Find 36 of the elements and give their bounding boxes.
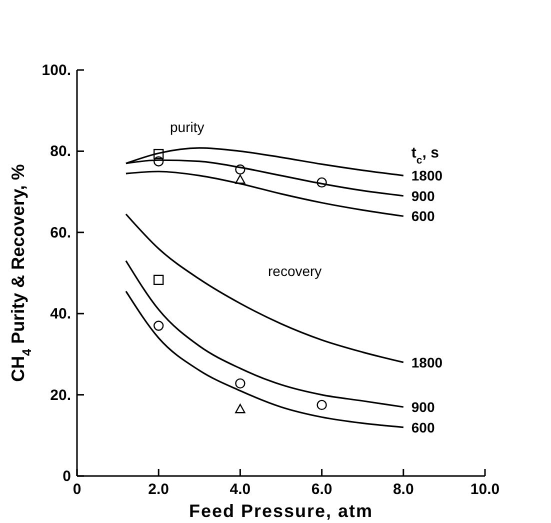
point [235,378,246,389]
y-tick-label: 20. [50,386,71,404]
point [154,320,164,331]
point [235,174,246,184]
y-tick-label: 100. [42,62,71,79]
series-label: 1800 [411,168,443,184]
point [154,156,164,166]
point [316,400,327,410]
y-tick-label: 80. [50,143,71,160]
line-series [125,260,404,408]
series-label: 600 [411,419,435,436]
x-tick-label: 4.0 [230,481,251,498]
x-axis-title: Feed Pressure, atm [188,501,374,521]
point [235,164,246,175]
point [235,404,246,414]
series-label: 900 [411,398,435,415]
point [316,177,327,188]
x-tick-label: 6.0 [311,481,332,498]
series-label: 900 [411,188,435,204]
line-series [125,170,404,217]
line-series [125,213,404,364]
x-tick-label: 8.0 [392,481,414,498]
x-tick-label: 2.0 [148,481,170,498]
x-tick-label: 0 [72,481,82,498]
point [154,148,164,160]
line-series [125,290,404,428]
legend-title: t$_{c}$, s [411,144,439,167]
y-tick-label: 0 [62,468,71,485]
y-tick-label: 60. [50,224,71,242]
point [154,274,164,285]
x-tick-label: 10.0 [470,481,500,498]
series-label: 600 [411,208,435,224]
annotation: recovery [268,263,322,279]
y-tick-label: 40. [50,306,71,323]
series-label: 1800 [411,354,443,370]
annotation: purity [170,119,204,135]
